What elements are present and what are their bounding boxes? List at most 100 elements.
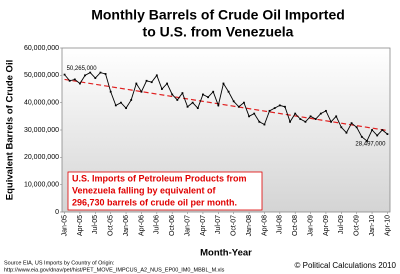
x-tick-label: Apr-07 [200,215,207,236]
data-point [258,120,261,123]
value-label: 28,497,000 [355,142,386,148]
chart-title: to U.S. from Venezuela [143,24,294,40]
x-tick-label: Jan-09 [307,215,314,237]
data-point [145,79,148,82]
annotation: 296,730 barrels of crude oil per month. [72,197,237,207]
data-point [309,115,312,118]
data-point [84,74,86,77]
data-point [340,126,343,129]
y-tick-label: 50,000,000 [24,72,59,79]
x-tick-label: Jan-06 [123,215,130,237]
value-label: 50,265,000 [67,66,98,72]
data-point [135,82,138,85]
data-point [89,71,92,74]
data-point [273,107,276,110]
data-point [166,82,168,85]
data-point [232,100,235,103]
y-tick-label: 0 [55,209,59,216]
data-point [350,122,353,125]
data-point [114,104,117,107]
data-point [207,96,209,99]
data-point [335,115,338,118]
data-point [191,101,194,104]
data-point [294,112,297,115]
data-point [171,93,174,96]
data-point [263,123,266,126]
data-point [253,112,256,115]
data-point [314,118,317,120]
y-tick-label: 40,000,000 [24,100,59,107]
data-point [360,135,363,138]
data-line [64,72,388,142]
data-point [222,82,225,85]
data-point [330,120,332,123]
data-point [355,126,358,129]
x-tick-label: Apr-05 [77,215,84,236]
annotation-box [67,171,263,211]
y-tick-label: 30,000,000 [24,127,59,134]
data-point [63,73,66,76]
data-point [325,109,327,112]
data-point [381,129,384,131]
data-point [68,79,71,82]
annotation: U.S. Imports of Petroleum Products from [72,173,247,183]
data-point [248,115,250,118]
data-point [376,134,379,137]
x-tick-label: Oct-09 [354,215,361,236]
data-point [99,71,102,74]
x-axis-label: Month-Year [200,248,252,259]
x-tick-label: Jul-08 [277,215,284,234]
x-tick-label: Jan-05 [61,215,68,237]
x-tick-label: Oct-08 [292,215,299,236]
x-tick-label: Oct-05 [108,215,115,236]
y-tick-label: 20,000,000 [24,154,59,161]
data-point [202,93,204,96]
data-point [386,133,389,136]
x-tick-label: Jul-07 [215,215,222,234]
data-point [125,107,127,110]
data-point [345,131,348,134]
x-tick-label: Jan-10 [369,215,376,237]
data-point [176,99,179,101]
data-point [155,74,158,77]
data-point [278,104,281,107]
x-tick-label: Apr-09 [323,215,330,236]
data-point [289,120,291,123]
y-axis-label: Equivalent Barrels of Crude Oil [5,60,16,200]
x-tick-label: Oct-07 [231,215,238,236]
data-point [284,105,286,108]
data-point [299,118,302,120]
data-point [196,107,199,110]
x-tick-label: Oct-06 [169,215,176,236]
data-point [109,90,112,93]
data-point [319,112,322,115]
data-point [94,77,97,79]
data-point [181,92,184,94]
credit: © Political Calculations 2010 [294,261,396,270]
x-tick-label: Apr-10 [384,215,391,236]
data-point [268,109,271,112]
data-point [186,105,189,108]
data-point [79,82,81,85]
data-point [212,90,215,93]
y-tick-label: 10,000,000 [24,182,59,189]
data-point [120,101,122,104]
y-tick-label: 60,000,000 [24,45,59,52]
data-point [227,90,230,93]
data-point [104,73,107,75]
x-tick-label: Jan-08 [246,215,253,237]
data-point [140,90,143,93]
x-tick-label: Jul-06 [154,215,161,234]
chart-title: Monthly Barrels of Crude Oil Imported [91,7,345,23]
data-point [237,105,240,108]
data-point [130,99,133,101]
data-point [150,81,153,84]
data-point [243,101,245,104]
x-tick-label: Apr-08 [261,215,268,236]
x-tick-label: Jan-07 [184,215,191,237]
data-point [304,120,307,123]
data-point [161,88,163,90]
x-tick-label: Jul-09 [338,215,345,234]
annotation: Venezuela falling by equivalent of [72,185,217,195]
